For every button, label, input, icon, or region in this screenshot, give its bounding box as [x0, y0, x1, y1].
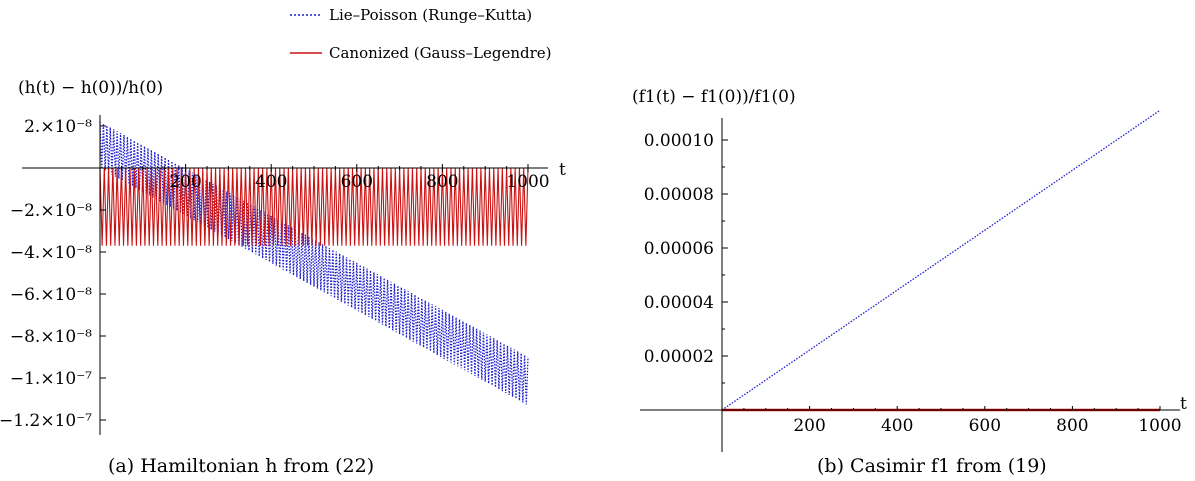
- chart-b-series-layer: [721, 109, 1161, 412]
- chart-a-ytick-label: −4.×10⁻⁸: [10, 243, 92, 263]
- chart-a-ticks: 200 400 600 800 1000 2.×10⁻⁸ −2.×10⁻⁸ −4.×10⁻⁸ −…: [0, 117, 550, 431]
- chart-b-xlabel: t: [1180, 394, 1187, 414]
- chart-b-xtick-label: 600: [969, 416, 1001, 436]
- chart-b-ytick-label: 0.00004: [644, 293, 714, 313]
- chart-b-series-runge-kutta: [721, 109, 1161, 411]
- legend-item-runge-kutta: Lie–Poisson (Runge–Kutta): [290, 6, 532, 24]
- chart-a-xtick-label: 200: [169, 172, 201, 192]
- chart-b-caption: (b) Casimir f1 from (19): [817, 455, 1047, 477]
- chart-a-series-gauss-legendre: [99, 167, 529, 246]
- chart-a-caption: (a) Hamiltonian h from (22): [108, 455, 374, 477]
- chart-a: (h(t) − h(0))/h(0) t 200 400 600 800 1000 2.×…: [0, 78, 566, 477]
- chart-a-ytick-label: −1.2×10⁻⁷: [0, 411, 92, 431]
- chart-a-xtick-label: 600: [341, 172, 373, 192]
- chart-a-series-runge-kutta: [99, 121, 529, 405]
- chart-b-xtick-label: 400: [881, 416, 913, 436]
- chart-b-ylabel: (f1(t) − f1(0))/f1(0): [632, 87, 796, 107]
- legend-label-runge-kutta: Lie–Poisson (Runge–Kutta): [329, 6, 532, 24]
- chart-a-xtick-label: 1000: [506, 172, 549, 192]
- chart-a-ytick-label: −8.×10⁻⁸: [10, 327, 92, 347]
- chart-a-ytick-label: 2.×10⁻⁸: [24, 117, 92, 137]
- chart-b-xtick-label: 800: [1056, 416, 1088, 436]
- chart-a-xtick-label: 800: [426, 172, 458, 192]
- chart-b-ytick-label: 0.00008: [644, 185, 714, 205]
- chart-b-ytick-label: 0.00002: [644, 347, 714, 367]
- chart-a-ytick-label: −6.×10⁻⁸: [10, 285, 92, 305]
- chart-a-ytick-label: −2.×10⁻⁸: [10, 201, 92, 221]
- chart-b-xtick-label: 200: [793, 416, 825, 436]
- legend-item-gauss-legendre: Canonized (Gauss–Legendre): [290, 44, 552, 62]
- chart-a-ytick-label: −1.×10⁻⁷: [10, 369, 92, 389]
- chart-a-series-layer: [99, 121, 529, 405]
- chart-a-ylabel: (h(t) − h(0))/h(0): [18, 78, 163, 98]
- chart-b-ytick-label: 0.00010: [644, 131, 714, 151]
- chart-a-xlabel: t: [559, 160, 566, 180]
- legend-label-gauss-legendre: Canonized (Gauss–Legendre): [329, 44, 552, 62]
- chart-b-ytick-label: 0.00006: [644, 239, 714, 259]
- chart-b-ticks: 200 400 600 800 1000 0.00002 0.00004 0.00006 0.0…: [644, 131, 1182, 436]
- chart-a-xtick-label: 400: [255, 172, 287, 192]
- legend: Lie–Poisson (Runge–Kutta) Canonized (Gau…: [290, 6, 552, 62]
- chart-b: (f1(t) − f1(0))/f1(0) t 200 400 600 800 1000…: [632, 87, 1187, 477]
- chart-b-xtick-label: 1000: [1138, 416, 1181, 436]
